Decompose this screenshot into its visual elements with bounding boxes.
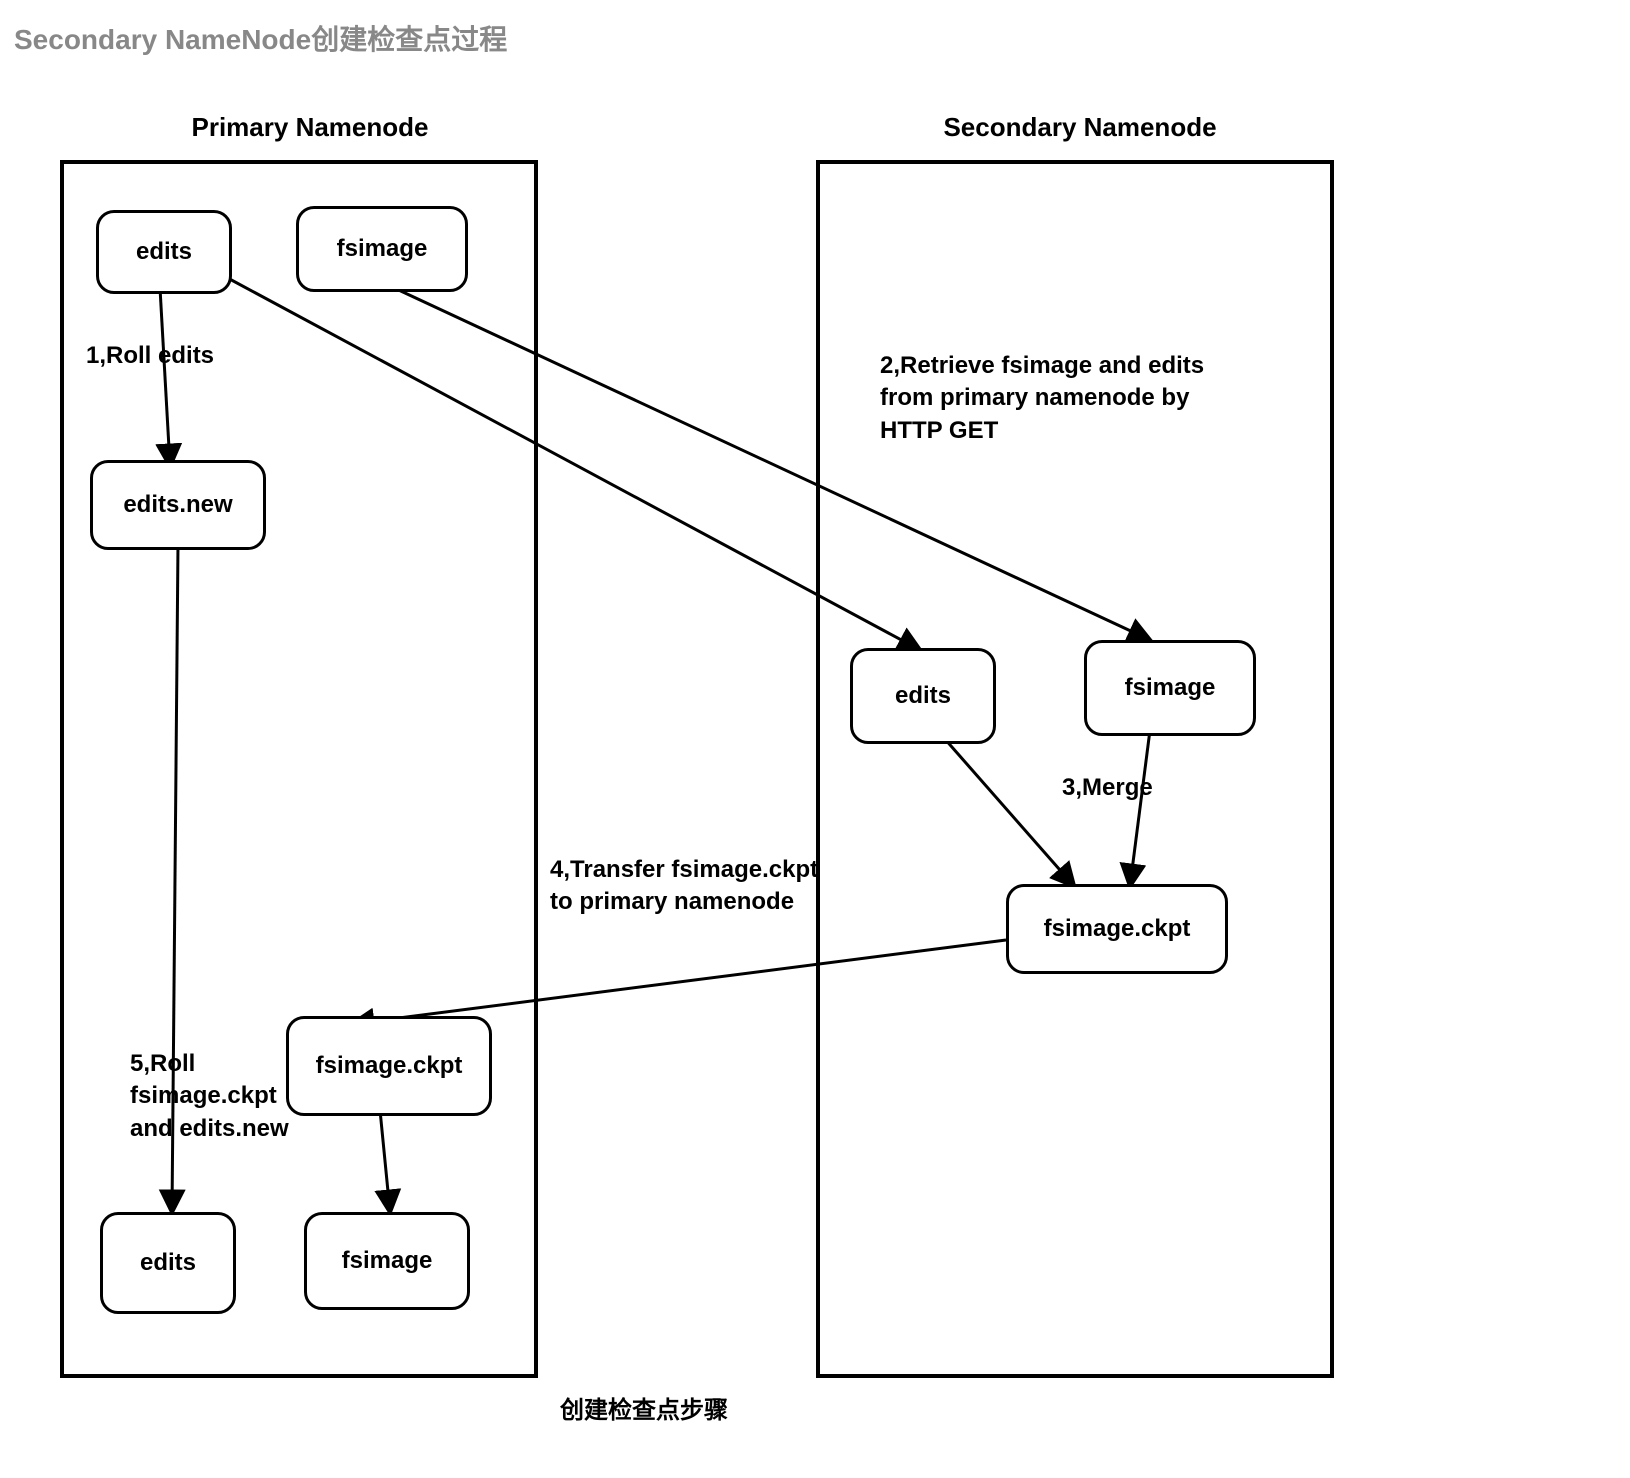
page-title: Secondary NameNode创建检查点过程 <box>14 18 507 58</box>
label-step1: 1,Roll edits <box>86 340 214 372</box>
primary-title: Primary Namenode <box>150 112 470 143</box>
label-step4: 4,Transfer fsimage.ckpt to primary namen… <box>550 854 818 919</box>
diagram-canvas: Secondary NameNode创建检查点过程 Primary Nameno… <box>0 0 1630 1478</box>
label-step2: 2,Retrieve fsimage and edits from primar… <box>880 350 1204 447</box>
secondary-title: Secondary Namenode <box>900 112 1260 143</box>
node-s-fsimage-ckpt: fsimage.ckpt <box>1006 884 1228 974</box>
node-p-edits2: edits <box>100 1212 236 1314</box>
node-p-fsimage1: fsimage <box>296 206 468 292</box>
node-p-edits1: edits <box>96 210 232 294</box>
secondary-container <box>816 160 1334 1378</box>
node-s-fsimage: fsimage <box>1084 640 1256 736</box>
label-step3: 3,Merge <box>1062 772 1153 804</box>
label-step5: 5,Roll fsimage.ckpt and edits.new <box>130 1048 289 1145</box>
node-p-fsimage2: fsimage <box>304 1212 470 1310</box>
node-s-edits: edits <box>850 648 996 744</box>
node-p-fsimage-ckpt: fsimage.ckpt <box>286 1016 492 1116</box>
bottom-subtitle: 创建检查点步骤 <box>560 1390 728 1425</box>
node-p-edits-new: edits.new <box>90 460 266 550</box>
